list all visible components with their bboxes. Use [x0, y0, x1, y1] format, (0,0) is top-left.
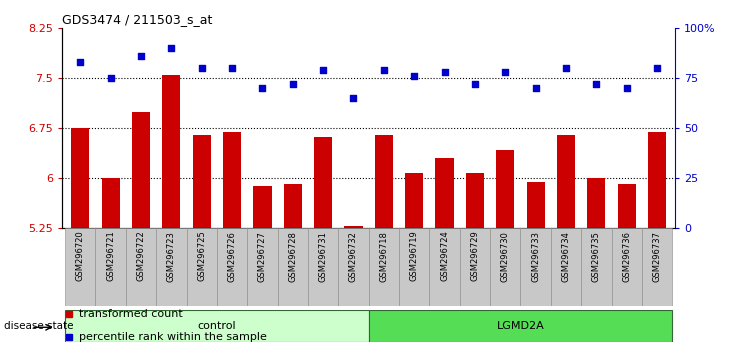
Text: control: control: [198, 321, 237, 331]
Bar: [496, 150, 515, 228]
Point: [287, 81, 299, 87]
Bar: [648, 132, 666, 228]
Bar: [247, 228, 277, 306]
Text: GSM296728: GSM296728: [288, 231, 297, 281]
Point: [651, 65, 663, 71]
Bar: [369, 228, 399, 306]
Text: disease state: disease state: [4, 321, 73, 331]
Bar: [490, 228, 520, 306]
Bar: [162, 75, 180, 228]
Bar: [581, 228, 612, 306]
Bar: [551, 228, 581, 306]
Text: GSM296722: GSM296722: [137, 231, 145, 281]
Text: GSM296736: GSM296736: [622, 231, 631, 282]
Bar: [345, 226, 363, 228]
Point: [74, 59, 86, 65]
Text: GSM296723: GSM296723: [167, 231, 176, 281]
Bar: [277, 228, 308, 306]
Bar: [374, 135, 393, 228]
Point: [256, 86, 268, 91]
Text: GSM296729: GSM296729: [470, 231, 480, 281]
Text: GSM296733: GSM296733: [531, 231, 540, 282]
Point: [469, 81, 481, 87]
Text: percentile rank within the sample: percentile rank within the sample: [80, 332, 267, 342]
Bar: [101, 178, 120, 228]
Text: GDS3474 / 211503_s_at: GDS3474 / 211503_s_at: [62, 13, 212, 26]
Text: GSM296726: GSM296726: [228, 231, 237, 281]
Text: GSM296737: GSM296737: [653, 231, 661, 282]
Text: transformed count: transformed count: [80, 309, 183, 319]
Point: [560, 65, 572, 71]
Bar: [369, 310, 672, 342]
Bar: [96, 228, 126, 306]
Text: GSM296725: GSM296725: [197, 231, 206, 281]
Point: [318, 68, 329, 73]
Point: [196, 65, 207, 71]
Bar: [399, 228, 429, 306]
Bar: [126, 228, 156, 306]
Point: [439, 69, 450, 75]
Point: [530, 86, 542, 91]
Bar: [308, 228, 338, 306]
Text: GSM296719: GSM296719: [410, 231, 419, 281]
Text: GSM296721: GSM296721: [106, 231, 115, 281]
Point: [620, 86, 632, 91]
Text: LGMD2A: LGMD2A: [496, 321, 545, 331]
Point: [166, 46, 177, 51]
Text: GSM296727: GSM296727: [258, 231, 267, 281]
Bar: [338, 228, 369, 306]
Bar: [132, 112, 150, 228]
Point: [347, 96, 359, 101]
Text: GSM296730: GSM296730: [501, 231, 510, 281]
Bar: [618, 184, 636, 228]
Text: GSM296718: GSM296718: [380, 231, 388, 281]
Bar: [186, 228, 217, 306]
Bar: [429, 228, 460, 306]
Bar: [466, 173, 484, 228]
Text: GSM296731: GSM296731: [318, 231, 328, 281]
Text: GSM296735: GSM296735: [592, 231, 601, 281]
Bar: [65, 310, 369, 342]
Bar: [284, 184, 302, 228]
Text: GSM296734: GSM296734: [561, 231, 570, 281]
Bar: [314, 137, 332, 228]
Bar: [587, 178, 605, 228]
Bar: [642, 228, 672, 306]
Bar: [193, 135, 211, 228]
Point: [105, 75, 117, 81]
Point: [499, 69, 511, 75]
Bar: [557, 135, 575, 228]
Text: GSM296724: GSM296724: [440, 231, 449, 281]
Bar: [612, 228, 642, 306]
Bar: [217, 228, 247, 306]
Text: GSM296732: GSM296732: [349, 231, 358, 281]
Bar: [435, 158, 453, 228]
Bar: [405, 173, 423, 228]
Bar: [223, 132, 241, 228]
Text: GSM296720: GSM296720: [76, 231, 85, 281]
Point: [135, 53, 147, 59]
Point: [378, 68, 390, 73]
Bar: [65, 228, 96, 306]
Bar: [253, 186, 272, 228]
Point: [591, 81, 602, 87]
Bar: [460, 228, 490, 306]
Bar: [520, 228, 551, 306]
Bar: [526, 182, 545, 228]
Bar: [71, 129, 89, 228]
Point: [226, 65, 238, 71]
Bar: [156, 228, 186, 306]
Point: [408, 74, 420, 79]
